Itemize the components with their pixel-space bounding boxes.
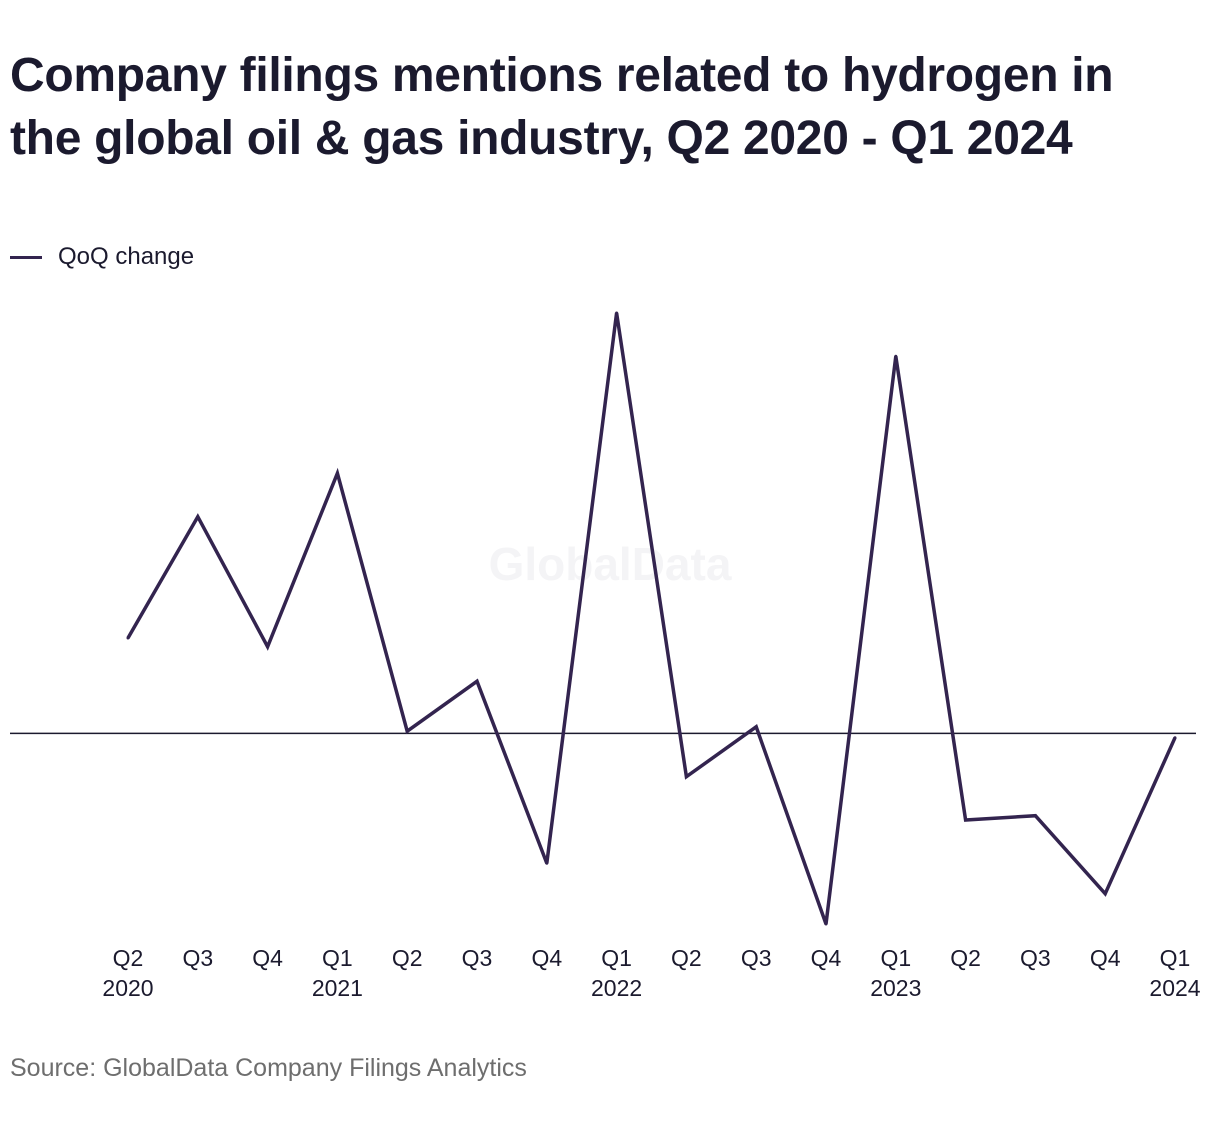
x-tick-label-quarter: Q4 bbox=[1090, 945, 1121, 971]
x-tick-label-quarter: Q1 bbox=[601, 945, 632, 971]
data-point bbox=[1173, 736, 1177, 740]
data-point bbox=[266, 645, 270, 649]
x-tick-label-year: 2020 bbox=[102, 975, 153, 1001]
data-point bbox=[754, 725, 758, 729]
data-point bbox=[475, 679, 479, 683]
legend-label-qoq-change: QoQ change bbox=[58, 243, 195, 270]
x-tick-label-year: 2023 bbox=[870, 975, 921, 1001]
watermark-text: GlobalData bbox=[489, 538, 732, 590]
data-point bbox=[684, 775, 688, 779]
data-point bbox=[615, 311, 619, 315]
x-axis-ticks: Q2 2020 Q3 Q4 Q1 2021 Q2 Q3 Q4 Q1 2022 Q2 Q3 Q4 Q1 2023… bbox=[102, 945, 1200, 1001]
x-tick-label-quarter: Q3 bbox=[182, 945, 213, 971]
x-tick-label-quarter: Q4 bbox=[531, 945, 562, 971]
source-note: Source: GlobalData Company Filings Analy… bbox=[10, 1054, 527, 1082]
x-tick-label-year: 2024 bbox=[1149, 975, 1200, 1001]
data-point bbox=[824, 922, 828, 926]
x-tick-label-year: 2021 bbox=[312, 975, 363, 1001]
x-tick-label-quarter: Q4 bbox=[252, 945, 283, 971]
x-tick-label-quarter: Q3 bbox=[1020, 945, 1051, 971]
x-tick-label-quarter: Q3 bbox=[741, 945, 772, 971]
data-point bbox=[196, 515, 200, 519]
series-line-0 bbox=[126, 312, 1177, 925]
data-point bbox=[405, 729, 409, 733]
x-tick-label-year: 2022 bbox=[591, 975, 642, 1001]
x-tick-label-quarter: Q4 bbox=[811, 945, 842, 971]
x-tick-label-quarter: Q1 bbox=[322, 945, 353, 971]
x-tick-label-quarter: Q2 bbox=[950, 945, 981, 971]
x-tick-label-quarter: Q3 bbox=[462, 945, 493, 971]
x-tick-label-quarter: Q2 bbox=[113, 945, 144, 971]
data-point bbox=[894, 354, 898, 358]
chart-title: Company filings mentions related to hydr… bbox=[10, 49, 1114, 165]
data-point bbox=[964, 818, 968, 822]
data-point bbox=[335, 471, 339, 475]
x-tick-label-quarter: Q1 bbox=[1160, 945, 1191, 971]
x-tick-label-quarter: Q2 bbox=[671, 945, 702, 971]
x-tick-label-quarter: Q1 bbox=[880, 945, 911, 971]
chart-legend: QoQ change bbox=[10, 243, 194, 271]
data-point bbox=[1033, 814, 1037, 818]
data-point bbox=[545, 861, 549, 865]
data-point bbox=[1103, 892, 1107, 896]
data-point bbox=[126, 636, 130, 640]
legend-swatch-qoq-change bbox=[10, 255, 42, 259]
x-tick-label-quarter: Q2 bbox=[392, 945, 423, 971]
series-group bbox=[126, 311, 1177, 926]
